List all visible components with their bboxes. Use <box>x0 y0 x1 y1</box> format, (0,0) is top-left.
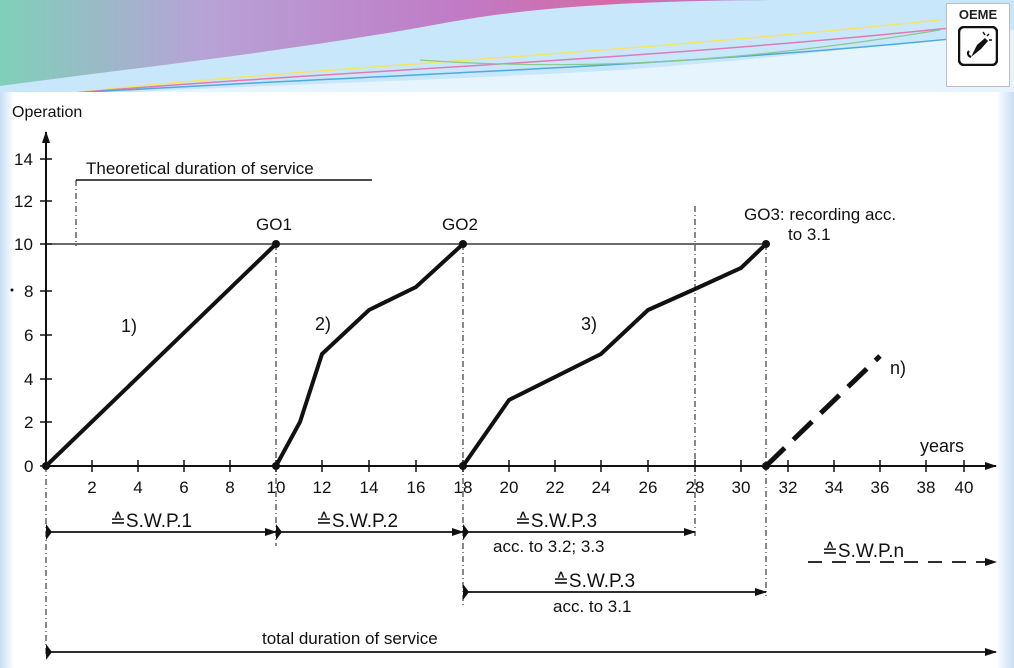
slide-frame <box>0 92 1014 668</box>
y-tick-label: 0 <box>24 457 33 476</box>
go2-label: GO2 <box>442 215 478 234</box>
x-tick-labels: 2 4 6 8 10 12 14 16 18 20 22 24 26 28 30… <box>87 478 973 497</box>
header-banner <box>0 0 1014 100</box>
x-tick-label: 24 <box>592 478 611 497</box>
go3-label: GO3: recording acc. <box>744 205 896 224</box>
x-tick-label: 34 <box>825 478 844 497</box>
y-tick-label: 6 <box>24 326 33 345</box>
total-duration-label: total duration of service <box>262 629 438 648</box>
x-tick-label: 30 <box>732 478 751 497</box>
x-axis-title: years <box>920 436 964 456</box>
x-tick-label: 40 <box>955 478 974 497</box>
x-tick-label: 4 <box>133 478 142 497</box>
x-tick-label: 14 <box>360 478 379 497</box>
oeme-logo: OEME <box>946 3 1010 87</box>
x-tick-label: 6 <box>179 478 188 497</box>
x-tick-label: 28 <box>686 478 705 497</box>
swpn-label: ≙S.W.P.n <box>822 541 904 562</box>
swp3a-sub: acc. to 3.2; 3.3 <box>493 537 605 556</box>
period-markers <box>45 206 767 656</box>
y-tick-label: 2 <box>24 413 33 432</box>
curve-1-label: 1) <box>121 316 137 336</box>
service-duration-diagram: Operation years 0 2 4 6 8 10 12 14 <box>10 104 997 660</box>
logo-text: OEME <box>958 7 998 22</box>
y-tick-labels: 0 2 4 6 8 10 12 14 <box>14 150 33 476</box>
go1-label: GO1 <box>256 215 292 234</box>
swp1-label: ≙S.W.P.1 <box>110 511 192 532</box>
x-tick-label: 22 <box>546 478 565 497</box>
swp-arrows <box>46 528 997 656</box>
swp2-label: ≙S.W.P.2 <box>316 511 398 532</box>
y-tick-label: 14 <box>14 150 33 169</box>
curve-1 <box>44 242 278 468</box>
x-tick-label: 26 <box>639 478 658 497</box>
scan-speck <box>10 288 14 292</box>
y-tick-label: 12 <box>14 192 33 211</box>
theoretical-duration-label: Theoretical duration of service <box>86 159 314 178</box>
curve-2-label: 2) <box>315 314 331 334</box>
curve-2 <box>274 242 465 467</box>
swp3a-label: ≙S.W.P.3 <box>515 511 597 532</box>
curve-n <box>764 354 882 468</box>
x-tick-label: 16 <box>407 478 426 497</box>
swp-start-marks <box>46 524 469 660</box>
curve-n-label: n) <box>890 358 906 378</box>
y-tick-label: 10 <box>14 235 33 254</box>
x-tick-label: 38 <box>917 478 936 497</box>
x-tick-label: 20 <box>500 478 519 497</box>
swp3b-label: ≙S.W.P.3 <box>553 571 635 592</box>
curve-points <box>42 240 770 470</box>
go3-label-2: to 3.1 <box>788 225 831 244</box>
curve-3 <box>461 242 768 468</box>
y-axis-title: Operation <box>12 104 82 121</box>
x-tick-label: 2 <box>87 478 96 497</box>
x-tick-label: 8 <box>225 478 234 497</box>
swp3b-sub: acc. to 3.1 <box>553 597 631 616</box>
x-tick-label: 36 <box>871 478 890 497</box>
pen-nib-icon <box>958 26 998 66</box>
y-tick-label: 4 <box>24 370 33 389</box>
x-tick-label: 32 <box>779 478 798 497</box>
y-tick-label: 8 <box>24 282 33 301</box>
x-tick-label: 12 <box>313 478 332 497</box>
curve-3-label: 3) <box>581 314 597 334</box>
